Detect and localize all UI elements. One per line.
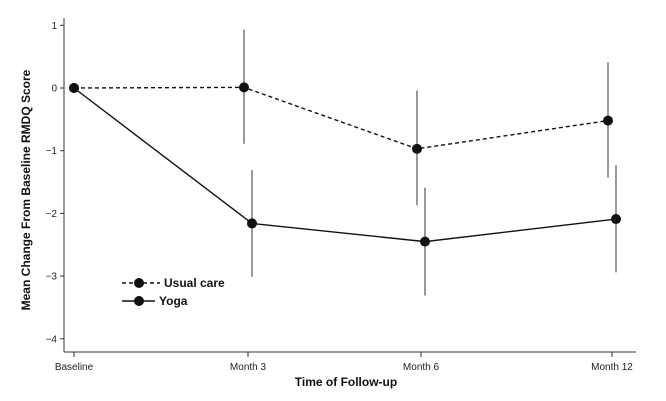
y-axis-title: Mean Change From Baseline RMDQ Score: [19, 69, 33, 310]
x-tick-label: Baseline: [55, 362, 94, 373]
x-tick-label: Month 6: [403, 362, 440, 373]
y-tick-label: −1: [46, 146, 58, 157]
data-point-yoga: [247, 218, 257, 229]
data-point-usual-care: [239, 82, 249, 93]
legend-marker-yoga: [134, 296, 144, 306]
legend: Usual care Yoga: [122, 276, 225, 308]
legend-marker-usual-care: [134, 278, 144, 288]
series-line-yoga: [73, 87, 617, 243]
data-point-yoga: [69, 83, 79, 93]
series-line-usual-care: [73, 86, 609, 150]
y-tick-label: −2: [46, 209, 58, 220]
data-point-yoga: [611, 214, 621, 225]
legend-label-yoga: Yoga: [159, 294, 188, 308]
marks: [69, 29, 621, 296]
y-tick-label: 1: [51, 21, 57, 32]
legend-label-usual-care: Usual care: [164, 276, 225, 290]
x-axis-title: Time of Follow-up: [295, 375, 397, 389]
data-point-usual-care: [603, 115, 613, 126]
y-tick-label: −3: [46, 272, 58, 283]
y-tick-label: 0: [51, 84, 57, 95]
axes: 1 0 −1 −2 −3 −4 Baseline Month 3 Month 6 Month 12: [46, 18, 636, 373]
data-point-yoga: [420, 236, 430, 247]
data-point-usual-care: [412, 143, 422, 154]
x-tick-label: Month 12: [591, 362, 633, 373]
x-tick-label: Month 3: [230, 362, 267, 373]
y-tick-label: −4: [46, 334, 58, 345]
